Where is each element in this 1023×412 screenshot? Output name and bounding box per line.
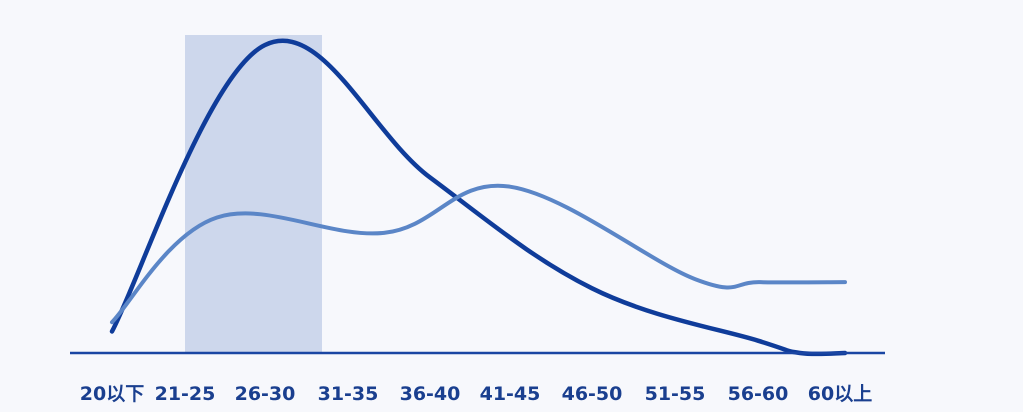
x-tick-label: 20以下 — [80, 383, 144, 405]
x-tick-label: 21-25 — [155, 383, 216, 405]
x-tick-label: 46-50 — [562, 383, 623, 405]
x-tick-label: 36-40 — [400, 383, 461, 405]
series-line-1 — [109, 38, 848, 357]
x-tick-label: 51-55 — [645, 383, 706, 405]
x-tick-label: 60以上 — [808, 383, 872, 405]
x-tick-label: 41-45 — [480, 383, 541, 405]
series-line-2 — [110, 183, 847, 325]
x-tick-label: 56-60 — [728, 383, 789, 405]
x-tick-label: 31-35 — [318, 383, 379, 405]
x-tick-label: 26-30 — [235, 383, 296, 405]
highlight-band — [185, 35, 322, 353]
